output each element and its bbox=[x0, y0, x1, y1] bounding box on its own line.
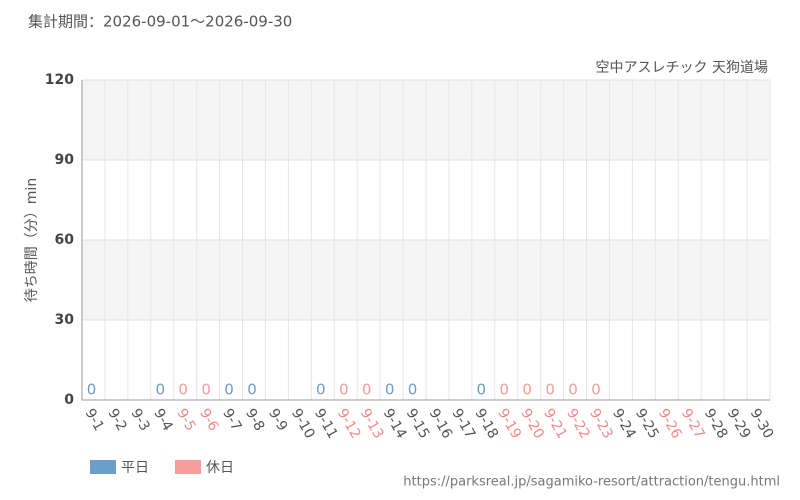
x-tick-label: 9-24 bbox=[609, 406, 639, 442]
data-label: 0 bbox=[178, 381, 188, 399]
x-tick-label: 9-4 bbox=[150, 406, 175, 434]
x-tick-label: 9-5 bbox=[173, 406, 198, 434]
x-tick-label: 9-27 bbox=[678, 406, 708, 442]
data-label: 0 bbox=[87, 381, 97, 399]
data-label: 0 bbox=[362, 381, 372, 399]
x-tick-label: 9-26 bbox=[655, 406, 685, 442]
x-tick-label: 9-25 bbox=[632, 406, 662, 442]
y-tick-label: 60 bbox=[55, 232, 75, 248]
data-label: 0 bbox=[385, 381, 395, 399]
data-label: 0 bbox=[224, 381, 234, 399]
x-tick-label: 9-2 bbox=[104, 406, 129, 434]
y-axis-label: 待ち時間（分）min bbox=[24, 178, 40, 302]
x-tick-label: 9-8 bbox=[242, 406, 267, 434]
x-tick-label: 9-16 bbox=[426, 406, 456, 442]
data-label: 0 bbox=[499, 381, 509, 399]
data-label: 0 bbox=[568, 381, 578, 399]
x-tick-label: 9-7 bbox=[219, 406, 244, 434]
x-tick-label: 9-14 bbox=[380, 406, 410, 442]
data-label: 0 bbox=[408, 381, 418, 399]
legend-label: 平日 bbox=[121, 460, 149, 476]
y-tick-label: 0 bbox=[64, 392, 74, 408]
x-tick-label: 9-15 bbox=[403, 406, 433, 442]
data-label: 0 bbox=[545, 381, 555, 399]
chart-subtitle: 空中アスレチック 天狗道場 bbox=[596, 60, 768, 76]
x-tick-label: 9-30 bbox=[747, 406, 777, 442]
x-tick-label: 9-28 bbox=[701, 406, 731, 442]
y-tick-label: 90 bbox=[55, 152, 75, 168]
data-label: 0 bbox=[477, 381, 487, 399]
data-label: 0 bbox=[316, 381, 326, 399]
x-tick-label: 9-12 bbox=[334, 406, 364, 442]
data-label: 0 bbox=[522, 381, 532, 399]
data-label: 0 bbox=[247, 381, 257, 399]
y-tick-label: 120 bbox=[45, 72, 74, 88]
x-tick-label: 9-10 bbox=[288, 406, 318, 442]
x-tick-label: 9-18 bbox=[471, 406, 501, 442]
data-label: 0 bbox=[591, 381, 601, 399]
x-tick-label: 9-9 bbox=[265, 406, 290, 434]
source-url: https://parksreal.jp/sagamiko-resort/att… bbox=[403, 475, 780, 490]
x-tick-label: 9-29 bbox=[724, 406, 754, 442]
x-tick-label: 9-3 bbox=[127, 406, 152, 434]
x-tick-label: 9-22 bbox=[563, 406, 593, 442]
x-tick-label: 9-17 bbox=[448, 406, 478, 442]
x-tick-label: 9-13 bbox=[357, 406, 387, 442]
data-label: 0 bbox=[155, 381, 165, 399]
x-tick-label: 9-23 bbox=[586, 406, 616, 442]
x-tick-label: 9-19 bbox=[494, 406, 524, 442]
legend-swatch bbox=[175, 460, 201, 474]
chart-title: 集計期間：2026-09-01～2026-09-30 bbox=[28, 13, 292, 31]
y-tick-label: 30 bbox=[55, 312, 75, 328]
x-tick-label: 9-1 bbox=[82, 406, 107, 434]
data-label: 0 bbox=[339, 381, 349, 399]
data-label: 0 bbox=[201, 381, 211, 399]
x-tick-label: 9-20 bbox=[517, 406, 547, 442]
legend-label: 休日 bbox=[206, 460, 234, 476]
legend-swatch bbox=[90, 460, 116, 474]
x-tick-label: 9-11 bbox=[311, 406, 341, 442]
x-tick-label: 9-21 bbox=[540, 406, 570, 442]
x-tick-label: 9-6 bbox=[196, 406, 221, 434]
